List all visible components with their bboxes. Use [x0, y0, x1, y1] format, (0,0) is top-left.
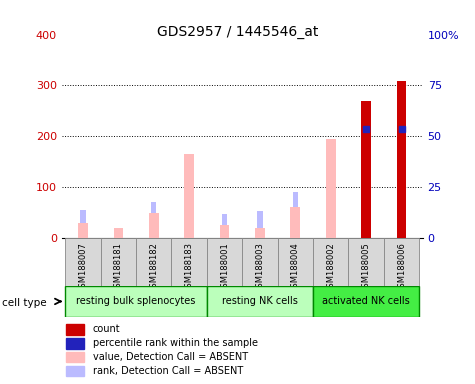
- FancyBboxPatch shape: [349, 238, 384, 286]
- Bar: [66, 352, 85, 362]
- Text: GSM188005: GSM188005: [361, 242, 371, 293]
- Bar: [149, 213, 159, 238]
- FancyBboxPatch shape: [313, 286, 419, 317]
- Bar: [78, 223, 88, 238]
- Bar: [291, 207, 300, 238]
- Text: GSM188007: GSM188007: [78, 242, 87, 293]
- Text: GSM188001: GSM188001: [220, 242, 229, 293]
- Text: GSM188182: GSM188182: [149, 242, 158, 293]
- Bar: [219, 225, 229, 238]
- Text: resting bulk splenocytes: resting bulk splenocytes: [76, 296, 196, 306]
- Bar: [397, 81, 407, 238]
- Text: cell type: cell type: [2, 298, 47, 308]
- Text: resting NK cells: resting NK cells: [222, 296, 298, 306]
- Text: count: count: [93, 324, 120, 334]
- Bar: [222, 214, 227, 238]
- Bar: [257, 211, 263, 238]
- FancyBboxPatch shape: [313, 238, 349, 286]
- Text: GSM188002: GSM188002: [326, 242, 335, 293]
- Bar: [66, 324, 85, 334]
- FancyBboxPatch shape: [65, 286, 207, 317]
- Text: percentile rank within the sample: percentile rank within the sample: [93, 338, 258, 348]
- FancyBboxPatch shape: [278, 238, 313, 286]
- FancyBboxPatch shape: [101, 238, 136, 286]
- Bar: [255, 228, 265, 238]
- Bar: [116, 228, 121, 238]
- Text: GSM188183: GSM188183: [185, 242, 194, 293]
- FancyBboxPatch shape: [242, 238, 278, 286]
- Text: GDS2957 / 1445546_at: GDS2957 / 1445546_at: [157, 25, 318, 39]
- Text: GSM188181: GSM188181: [114, 242, 123, 293]
- FancyBboxPatch shape: [207, 238, 242, 286]
- Bar: [66, 338, 85, 349]
- Bar: [151, 202, 156, 238]
- Bar: [326, 139, 336, 238]
- Text: GSM188004: GSM188004: [291, 242, 300, 293]
- Bar: [361, 101, 371, 238]
- Text: GSM188003: GSM188003: [256, 242, 265, 293]
- Text: GSM188006: GSM188006: [397, 242, 406, 293]
- Text: rank, Detection Call = ABSENT: rank, Detection Call = ABSENT: [93, 366, 243, 376]
- Bar: [187, 162, 192, 238]
- Text: activated NK cells: activated NK cells: [322, 296, 410, 306]
- Text: value, Detection Call = ABSENT: value, Detection Call = ABSENT: [93, 352, 248, 362]
- Bar: [80, 210, 86, 238]
- FancyBboxPatch shape: [384, 238, 419, 286]
- FancyBboxPatch shape: [65, 238, 101, 286]
- Bar: [184, 154, 194, 238]
- FancyBboxPatch shape: [207, 286, 313, 317]
- Bar: [66, 366, 85, 376]
- Bar: [293, 192, 298, 238]
- FancyBboxPatch shape: [136, 238, 171, 286]
- Bar: [114, 228, 123, 238]
- FancyBboxPatch shape: [171, 238, 207, 286]
